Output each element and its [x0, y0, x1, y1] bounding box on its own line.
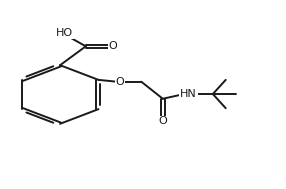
Text: HO: HO — [56, 28, 73, 38]
Text: O: O — [116, 77, 124, 87]
Text: O: O — [109, 41, 117, 51]
Text: O: O — [158, 116, 167, 126]
Text: HN: HN — [180, 89, 197, 99]
